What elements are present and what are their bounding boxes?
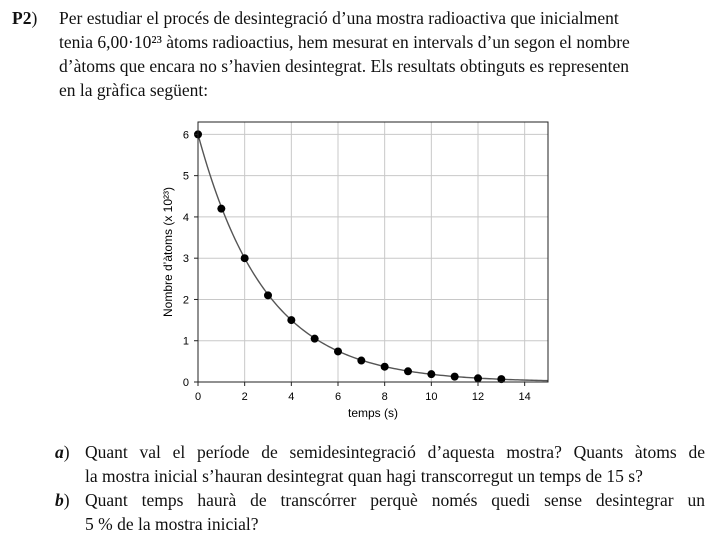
x-tick-label: 6 (335, 391, 341, 403)
y-tick-label: 4 (183, 212, 189, 224)
data-point (404, 367, 412, 376)
x-tick-label: 2 (242, 391, 248, 403)
question-text: Quant temps haurà de transcórrer perquè … (85, 488, 705, 536)
y-tick-label: 1 (183, 336, 189, 348)
y-tick-label: 0 (183, 377, 189, 389)
data-point (497, 375, 506, 384)
x-axis-ticks: 0 2 4 6 8 10 12 14 (195, 382, 531, 403)
question-line: Quant temps haurà de transcórrer perquè … (85, 490, 705, 510)
y-axis-label: Nombre d’àtoms (x 10²³) (161, 187, 175, 317)
x-tick-label: 0 (195, 391, 201, 403)
fit-curve (197, 134, 549, 382)
problem-intro: Per estudiar el procés de desintegració … (59, 6, 717, 102)
data-point (310, 334, 319, 343)
data-point (217, 204, 226, 213)
data-point (474, 374, 482, 383)
question-line: la mostra inicial s’hauran desintegrat q… (85, 466, 643, 486)
question-label: b) (55, 490, 70, 510)
y-tick-label: 3 (183, 253, 189, 265)
y-tick-label: 5 (183, 171, 189, 183)
x-tick-label: 8 (382, 391, 388, 403)
data-point (357, 356, 366, 365)
x-tick-label: 12 (472, 391, 484, 403)
data-points (194, 130, 506, 384)
y-tick-label: 6 (183, 129, 189, 141)
intro-line: en la gràfica següent: (59, 80, 209, 100)
intro-line: Per estudiar el procés de desintegració … (59, 8, 619, 28)
question-line: Quant val el període de semidesintegraci… (85, 442, 705, 462)
data-point (334, 347, 342, 356)
data-point (287, 316, 296, 325)
x-tick-label: 4 (288, 391, 294, 403)
x-tick-label: 10 (425, 391, 437, 403)
question-label: a) (55, 442, 70, 462)
plot-frame (197, 121, 549, 383)
x-tick-label: 14 (519, 391, 531, 403)
data-point (240, 254, 249, 263)
data-point (427, 370, 436, 379)
data-point (380, 362, 389, 371)
problem-number: P2) (12, 8, 38, 28)
plot-area (198, 122, 548, 382)
intro-line: d’àtoms que encara no s’havien desintegr… (59, 56, 630, 76)
data-point (450, 372, 459, 381)
question-text: Quant val el període de semidesintegraci… (85, 440, 705, 488)
intro-line: tenia 6,00·10²³ àtoms radioactius, hem m… (59, 32, 630, 52)
x-axis-label: temps (s) (348, 406, 398, 420)
y-tick-label: 2 (183, 294, 189, 306)
question-line: 5 % de la mostra inicial? (85, 514, 259, 534)
y-axis-ticks: 0 1 2 3 4 5 6 (183, 129, 198, 389)
data-point (264, 291, 272, 300)
